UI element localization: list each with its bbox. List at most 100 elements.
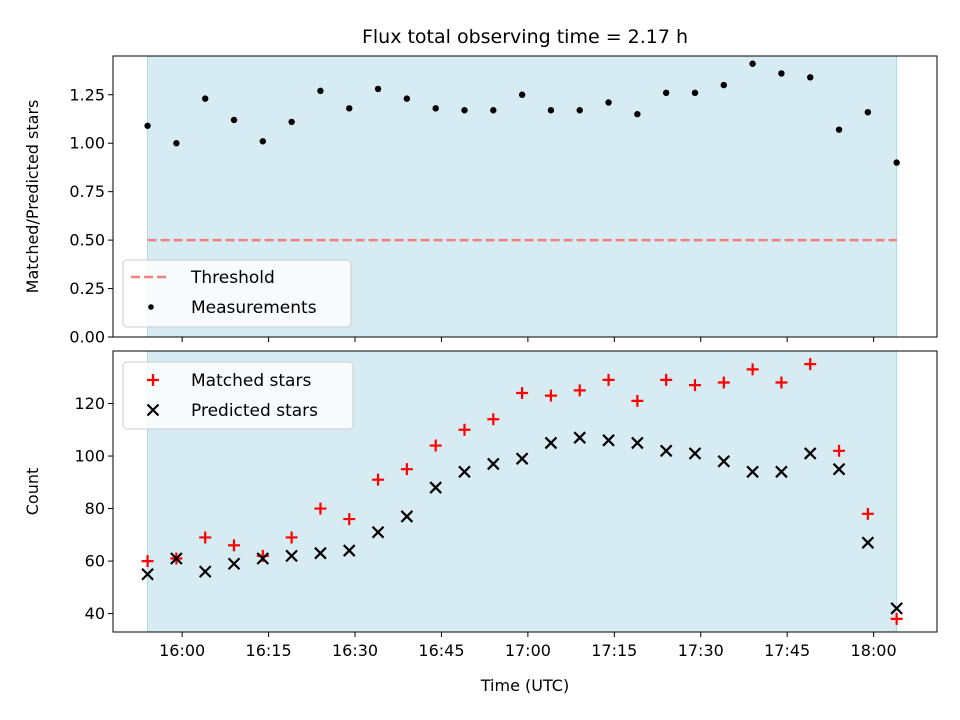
predicted-point [400, 510, 414, 523]
predicted-point [803, 447, 817, 460]
x-tick-label: 17:30 [678, 641, 724, 660]
measurement-point [864, 109, 872, 116]
predicted-point [342, 544, 356, 557]
matched-point [458, 423, 471, 436]
measurement-point [893, 159, 900, 166]
matched-point [141, 555, 154, 568]
matched-point [746, 363, 759, 376]
measurement-point [662, 89, 670, 97]
predicted-point [688, 447, 702, 460]
y-tick-label: 60 [85, 552, 105, 571]
predicted-point [717, 455, 731, 468]
predicted-point [573, 431, 587, 444]
matched-point [602, 373, 615, 386]
x-axis-label: Time (UTC) [480, 676, 569, 695]
measurement-point [201, 95, 209, 102]
measurement-point [576, 107, 583, 114]
x-tick-label: 17:45 [764, 641, 810, 660]
predicted-point [602, 434, 615, 447]
matched-point [285, 531, 298, 544]
measurement-point [749, 60, 756, 67]
predicted-point [861, 536, 875, 549]
matched-point [890, 612, 903, 625]
legend-threshold-label: Threshold [190, 268, 275, 288]
measurement-point [259, 138, 267, 145]
plot-frame [112, 55, 938, 338]
predicted-point [170, 552, 183, 565]
measurement-point [288, 118, 295, 126]
predicted-point [429, 481, 442, 494]
measurement-point [634, 110, 641, 118]
matched-point [833, 444, 846, 457]
matched-point [775, 376, 788, 389]
predicted-point [890, 602, 903, 615]
matched-point [314, 502, 327, 515]
predicted-point [544, 436, 558, 450]
matched-point [343, 513, 356, 526]
measurement-point [144, 122, 151, 129]
measurement-point [778, 70, 785, 77]
y-tick-label: 100 [74, 447, 105, 466]
measurement-point [835, 126, 843, 133]
matched-point [516, 387, 529, 400]
matched-point [631, 394, 644, 407]
predicted-point [141, 567, 154, 581]
legend-predicted-swatch [146, 403, 160, 417]
measurement-point [807, 74, 814, 81]
matched-point [688, 379, 701, 392]
legend-measurements-swatch [148, 304, 154, 310]
measurement-point [691, 89, 699, 97]
legend-box [122, 361, 354, 430]
predicted-point [198, 565, 212, 578]
legend-measurements-label: Measurements [191, 298, 317, 318]
measurement-point [605, 99, 612, 106]
measurement-point [374, 85, 382, 93]
x-tick-label: 16:15 [246, 641, 292, 660]
y-tick-label: 0.50 [69, 231, 105, 250]
measurement-point [230, 116, 238, 124]
chart-title: Flux total observing time = 2.17 h [362, 26, 688, 48]
x-tick-label: 16:00 [159, 641, 205, 660]
measurement-point [317, 87, 324, 95]
count-panel: 40 60 80 100 120 16:00 16:15 16:30 16:45 17:00 17:… [23, 350, 938, 660]
y-tick-label: 0.75 [69, 182, 105, 201]
predicted-point [659, 444, 673, 458]
matched-point [573, 384, 586, 397]
predicted-point [487, 457, 500, 471]
measurement-point [173, 140, 180, 147]
matched-point [660, 373, 673, 386]
measurement-point [518, 91, 526, 98]
measurement-point [403, 95, 411, 102]
measurement-point [720, 81, 727, 89]
measurement-point [490, 107, 497, 114]
y-axis-label: Matched/Predicted stars [23, 100, 42, 294]
predicted-point [775, 465, 788, 479]
predicted-point [631, 436, 644, 450]
x-tick-label: 17:00 [505, 641, 551, 660]
plot-frame [112, 350, 938, 633]
matched-point [228, 539, 241, 552]
matched-point [429, 439, 442, 452]
matched-point [861, 507, 874, 520]
matched-point [717, 376, 730, 389]
measurement-point [461, 107, 468, 114]
legend-predicted-label: Predicted stars [191, 401, 318, 421]
y-tick-label: 80 [85, 499, 105, 518]
x-tick-label: 18:00 [851, 641, 897, 660]
y-tick-label: 1.25 [69, 85, 105, 104]
x-tick-label: 16:30 [332, 641, 378, 660]
predicted-point [458, 465, 471, 479]
y-tick-label: 1.00 [69, 134, 105, 153]
y-tick-label: 0.25 [69, 279, 105, 298]
predicted-point [285, 549, 298, 563]
matched-point [372, 473, 385, 486]
legend-matched-swatch [147, 374, 159, 386]
y-axis-label: Count [23, 468, 42, 516]
predicted-point [314, 546, 327, 560]
x-tick-label: 16:45 [418, 641, 464, 660]
ratio-panel: 0.00 0.25 0.50 0.75 1.00 1.25 Matched/Predicte… [23, 55, 938, 347]
predicted-point [746, 465, 759, 479]
matched-point [400, 463, 413, 476]
x-tick-label: 17:15 [591, 641, 637, 660]
